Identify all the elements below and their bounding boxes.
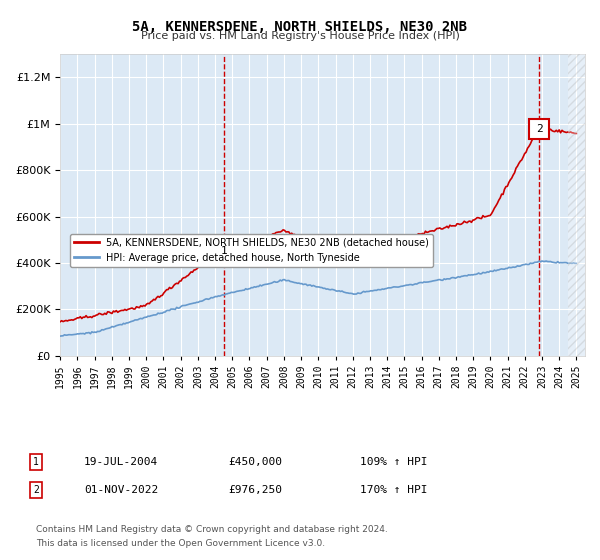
Text: 1: 1 xyxy=(33,457,39,467)
Text: 2: 2 xyxy=(536,124,542,134)
Text: This data is licensed under the Open Government Licence v3.0.: This data is licensed under the Open Gov… xyxy=(36,539,325,548)
Text: £976,250: £976,250 xyxy=(228,485,282,495)
Text: 2: 2 xyxy=(33,485,39,495)
Text: Price paid vs. HM Land Registry's House Price Index (HPI): Price paid vs. HM Land Registry's House … xyxy=(140,31,460,41)
Text: 5A, KENNERSDENE, NORTH SHIELDS, NE30 2NB: 5A, KENNERSDENE, NORTH SHIELDS, NE30 2NB xyxy=(133,20,467,34)
Legend: 5A, KENNERSDENE, NORTH SHIELDS, NE30 2NB (detached house), HPI: Average price, d: 5A, KENNERSDENE, NORTH SHIELDS, NE30 2NB… xyxy=(70,234,433,267)
Text: 109% ↑ HPI: 109% ↑ HPI xyxy=(360,457,427,467)
Text: 1: 1 xyxy=(221,246,228,256)
Text: Contains HM Land Registry data © Crown copyright and database right 2024.: Contains HM Land Registry data © Crown c… xyxy=(36,525,388,534)
Text: 01-NOV-2022: 01-NOV-2022 xyxy=(84,485,158,495)
Text: 170% ↑ HPI: 170% ↑ HPI xyxy=(360,485,427,495)
Text: 19-JUL-2004: 19-JUL-2004 xyxy=(84,457,158,467)
Bar xyxy=(568,54,585,356)
Text: £450,000: £450,000 xyxy=(228,457,282,467)
